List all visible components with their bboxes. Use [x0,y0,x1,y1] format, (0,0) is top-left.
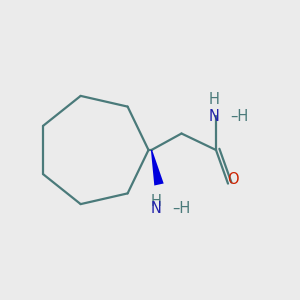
Text: H: H [151,194,161,208]
Text: O: O [228,172,239,188]
Text: –H: –H [172,201,191,216]
Text: H: H [208,92,219,106]
Text: N: N [208,109,219,124]
Text: N: N [151,201,161,216]
Polygon shape [151,150,164,185]
Text: –H: –H [230,109,249,124]
